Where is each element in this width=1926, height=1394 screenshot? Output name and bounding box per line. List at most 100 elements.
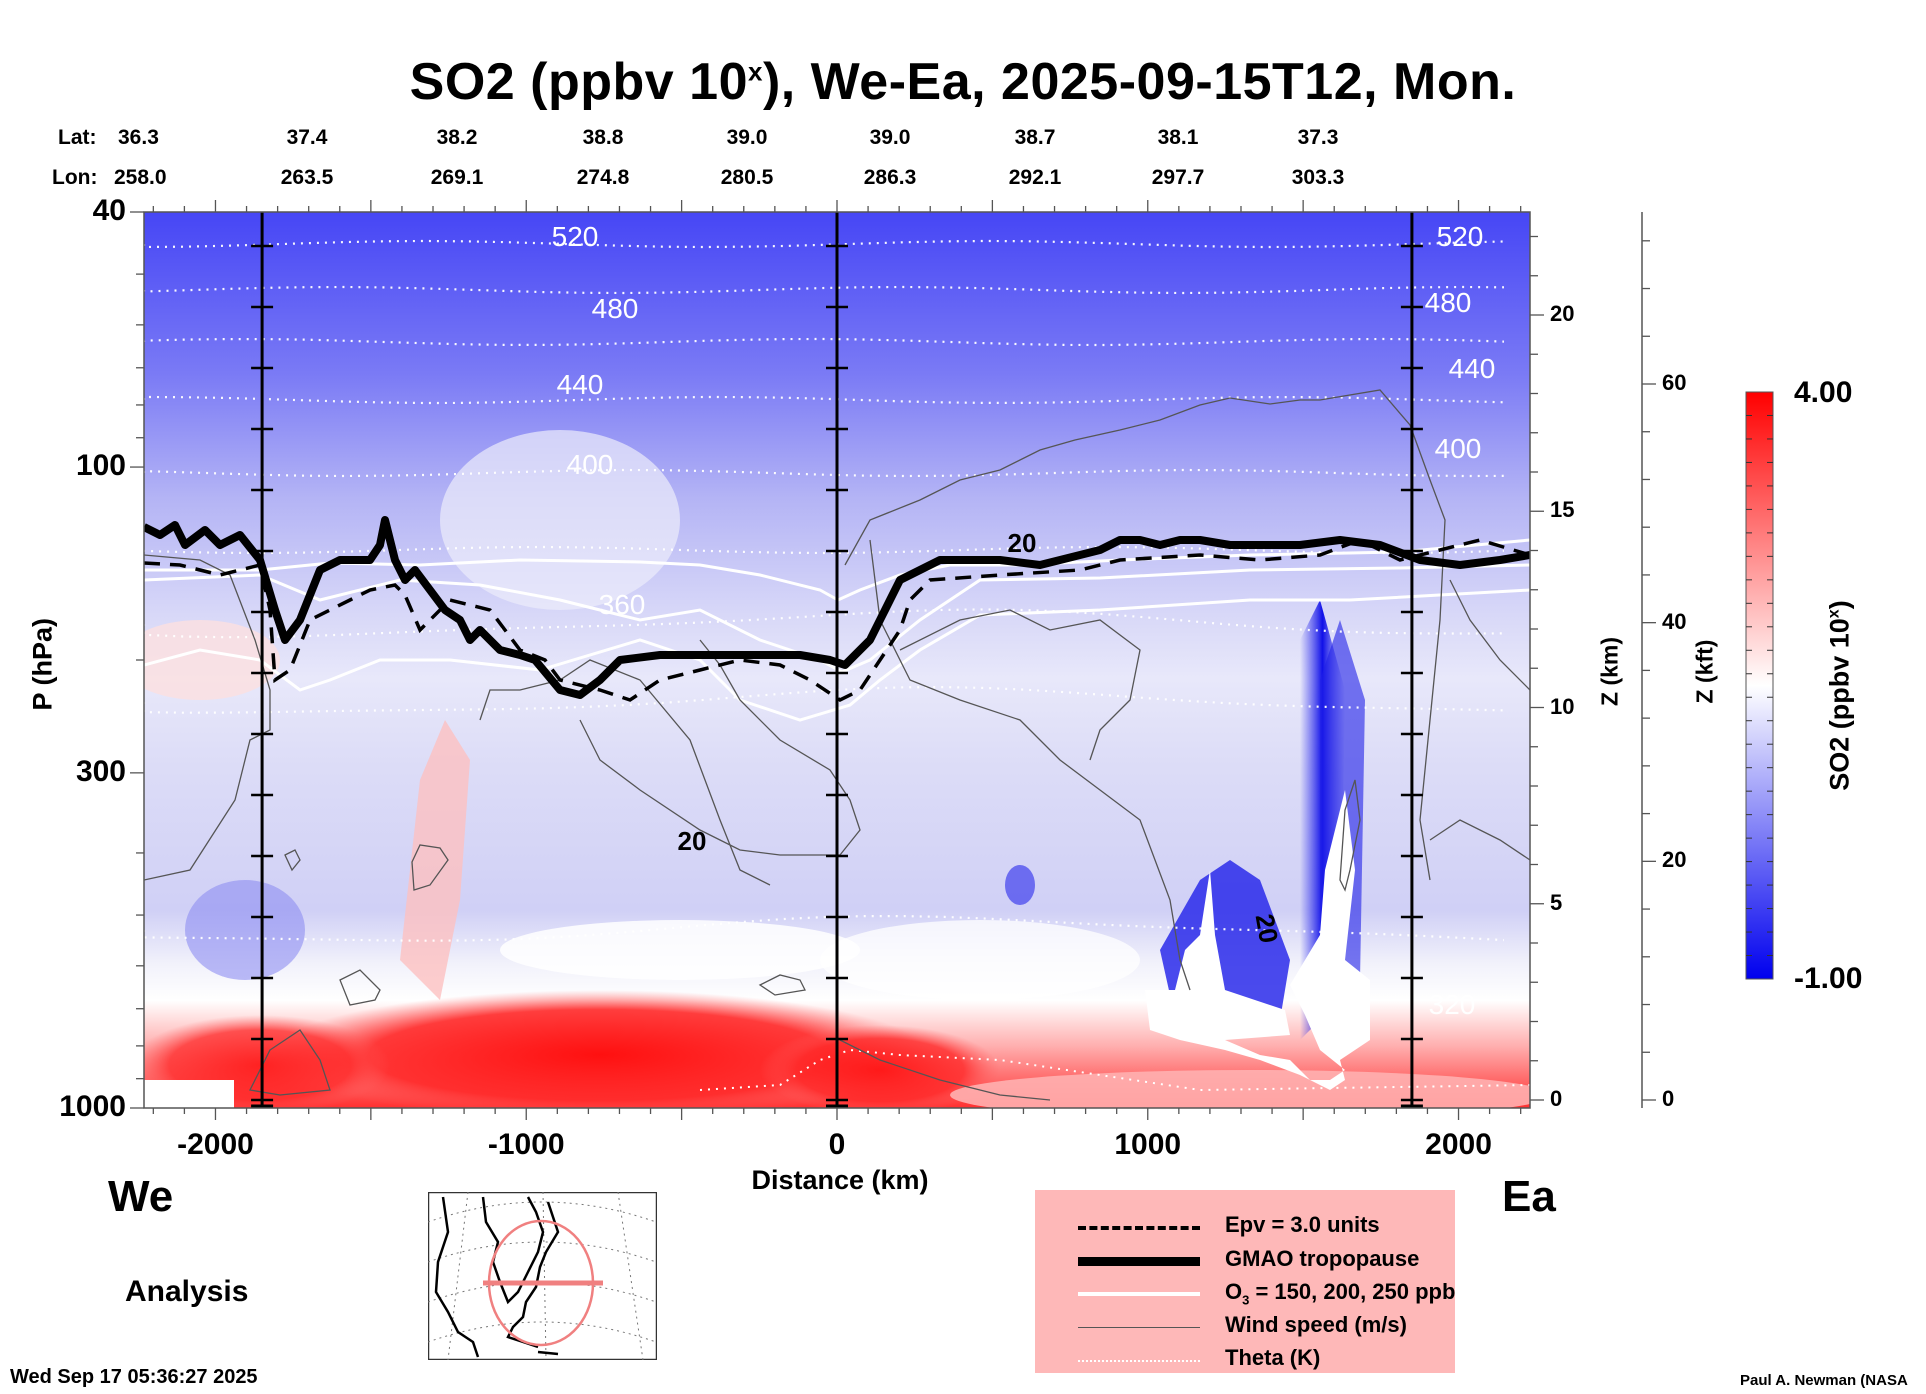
timestamp: Wed Sep 17 05:36:27 2025 (10, 1366, 258, 1388)
colorbar-label-sup: x (1825, 609, 1843, 619)
x-tick-label: 2000 (1425, 1128, 1492, 1161)
theta-label: 440 (557, 369, 604, 400)
so2-field-blue-dot (1005, 865, 1035, 905)
so2-field-blue-patch (185, 880, 305, 980)
so2-field-missing-data (1145, 790, 1370, 1090)
legend-item-ozone: O3 = 150, 200, 250 ppb (1035, 1279, 1455, 1309)
so2-field-pink-column (400, 720, 470, 1000)
x-tick-label: -1000 (487, 1128, 565, 1161)
lon-value: 286.3 (863, 166, 917, 189)
y-tick-label: 1000 (59, 1090, 126, 1123)
wind-contour (1429, 819, 1530, 861)
east-label: Ea (1502, 1172, 1556, 1221)
theta-label: 480 (1425, 287, 1472, 318)
colorbar-max-label: 4.00 (1794, 376, 1853, 409)
colorbar-label-main: SO2 (ppbv 10 (1824, 618, 1855, 791)
wind-contour (1339, 779, 1361, 892)
wind-contour (899, 609, 1141, 761)
z-km-tick-label: 0 (1550, 1086, 1563, 1111)
theta-contour-line (699, 1048, 1530, 1092)
legend-label: Wind speed (m/s) (1225, 1312, 1407, 1337)
wind-contour (339, 969, 381, 1006)
colorbar-label: SO2 (ppbv 10x) (1825, 571, 1856, 821)
theta-label: 360 (599, 589, 646, 620)
legend-item-wind: Wind speed (m/s) (1035, 1312, 1455, 1342)
legend: Epv = 3.0 units GMAO tropopause O3 = 150… (1035, 1190, 1455, 1373)
lon-value: 274.8 (576, 166, 630, 189)
z-kft-tick-label: 0 (1662, 1086, 1675, 1111)
so2-field-white-band-2 (820, 920, 1140, 1000)
theta-contour-line (144, 239, 1505, 249)
wind-contour (284, 849, 301, 872)
legend-dashed-line-icon (1078, 1226, 1200, 1230)
credit: Paul A. Newman (NASA (1740, 1372, 1908, 1389)
x-tick-label: 1000 (1114, 1128, 1182, 1161)
wind-contour (579, 639, 861, 856)
wind-contour (869, 539, 1191, 991)
legend-item-tropopause: GMAO tropopause (1035, 1246, 1455, 1276)
lat-value: 38.1 (1157, 126, 1199, 149)
so2-field-red-band-east (950, 1070, 1530, 1108)
y-tick-label: 300 (75, 754, 126, 788)
z-km-axis-label: Z (km) (1596, 637, 1623, 706)
lat-value: 37.4 (286, 126, 328, 149)
theta-label: 480 (592, 293, 639, 324)
lon-value: 263.5 (280, 166, 334, 189)
x-axis-label: Distance (km) (751, 1165, 929, 1195)
colorbar-min-label: -1.00 (1794, 962, 1863, 995)
ozone-contour-200 (144, 563, 1530, 674)
lon-value: 297.7 (1151, 166, 1205, 189)
coastline (434, 1196, 560, 1358)
wind-speed-label: 20 (1250, 912, 1285, 946)
locator-map (428, 1192, 657, 1360)
theta-contour-line (144, 915, 1505, 942)
theta-labels: 520 480 440 400 360 320 520 480 440 400 (552, 221, 1496, 1020)
theta-label: 520 (552, 221, 599, 252)
z-kft-tick-label: 60 (1662, 370, 1687, 395)
lat-value: 38.8 (582, 126, 624, 149)
theta-contour-line (144, 468, 1505, 478)
wind-contour (249, 1029, 331, 1096)
z-km-tick-label: 15 (1550, 497, 1575, 523)
z-kft-axis-label: Z (kft) (1691, 639, 1718, 704)
axis-ticks (130, 200, 1544, 1120)
lon-value: 292.1 (1008, 166, 1062, 189)
theta-label: 400 (567, 449, 614, 480)
lon-value: 280.5 (720, 166, 774, 189)
wind-speed-label: 20 (678, 826, 707, 856)
legend-label: GMAO tropopause (1225, 1246, 1420, 1271)
legend-white-line-icon (1078, 1292, 1200, 1296)
west-label: We (108, 1172, 174, 1221)
z-kft-tick-label: 20 (1662, 847, 1687, 873)
title-superscript: x (747, 56, 763, 87)
colorbar-ticks (1746, 414, 1773, 957)
lat-value: 39.0 (869, 126, 911, 149)
lat-value: 38.2 (436, 126, 478, 149)
x-tick-label: 0 (828, 1128, 846, 1161)
analysis-label: Analysis (125, 1275, 249, 1308)
lon-value: 303.3 (1291, 166, 1345, 189)
theta-contour-line (144, 337, 1505, 347)
z-kft-ticks (1642, 240, 1656, 1101)
wind-speed-label: 20 (1008, 528, 1037, 558)
lon-value: 269.1 (430, 166, 484, 189)
legend-label: Theta (K) (1225, 1345, 1321, 1370)
theta-label: 320 (1429, 989, 1476, 1020)
lat-value: 38.7 (1014, 126, 1056, 149)
legend-item-epv: Epv = 3.0 units (1035, 1212, 1455, 1242)
z-kft-tick-label: 40 (1662, 608, 1687, 634)
wind-contour (844, 389, 1446, 881)
wind-contour (144, 554, 271, 881)
wind-contour (1449, 579, 1530, 691)
legend-thick-line-icon (1078, 1257, 1200, 1266)
so2-field-red-blob-center (760, 1025, 1000, 1108)
wind-contour (411, 844, 449, 891)
legend-ozone-sub: 3 (1242, 1292, 1250, 1308)
ozone-contour-250 (144, 588, 1530, 722)
legend-ozone-o: O (1225, 1279, 1243, 1304)
y-tick-label: 40 (92, 194, 126, 227)
colorbar (1745, 391, 1774, 980)
epv-contour (144, 538, 1530, 703)
lat-label: Lat: (58, 126, 97, 149)
